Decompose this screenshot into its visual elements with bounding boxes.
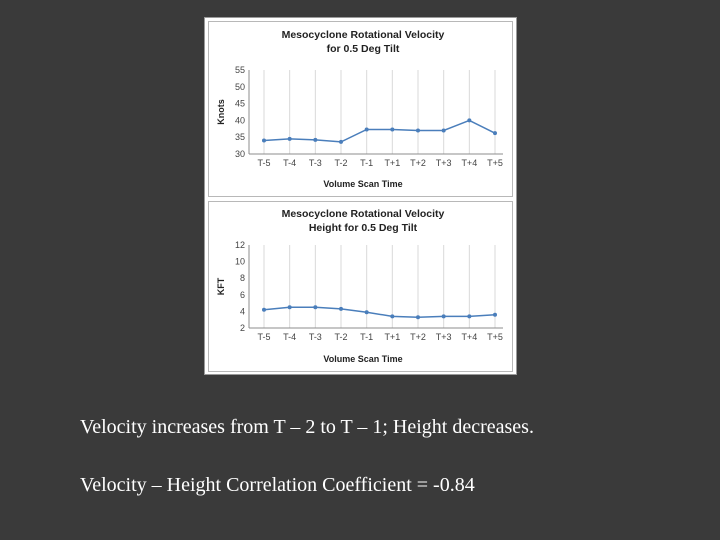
chart-1-x-tick-label: T+4 [461,332,477,342]
chart-1-data-point [467,314,472,319]
chart-1-data-point [262,307,266,312]
chart-0-y-tick-label: 35 [235,132,245,142]
chart-1-data-point [339,306,343,311]
chart-1-x-tick-label: T+1 [384,332,400,342]
velocity-chart-svg: Mesocyclone Rotational Velocity for 0.5 D… [216,29,503,189]
height-chart-svg: Mesocyclone Rotational Velocity Height fo… [216,208,503,364]
caption-correlation: Velocity – Height Correlation Coefficien… [80,474,475,496]
chart-0-x-tick-label: T+5 [487,158,503,168]
chart-0-data-point [287,136,292,141]
chart-0-x-tick-label: T-3 [309,158,322,168]
caption-velocity-height: Velocity increases from T – 2 to T – 1; … [80,416,534,438]
chart-0-x-tick-label: T+1 [384,158,400,168]
chart-0-x-tick-label: T+3 [436,158,452,168]
chart-1-title-line-2: Height for 0.5 Deg Tilt [309,222,418,234]
chart-1-y-tick-label: 6 [240,290,245,300]
chart-1-x-tick-label: T+3 [436,332,452,342]
chart-1-y-tick-label: 10 [235,257,245,267]
chart-1-x-tick-label: T-5 [257,332,270,342]
chart-0-title-line-2: for 0.5 Deg Tilt [327,43,400,55]
chart-0-x-tick-label: T-5 [257,158,270,168]
chart-1-data-point [416,315,420,320]
chart-1-x-tick-label: T+5 [487,332,503,342]
chart-0-x-tick-label: T+2 [410,158,426,168]
chart-1-x-tick-label: T-2 [334,332,347,342]
chart-0-y-tick-label: 30 [235,149,245,159]
chart-0-x-tick-label: T-2 [334,158,347,168]
chart-0-data-point [390,127,395,132]
chart-1-data-point [493,312,497,317]
chart-1-x-tick-label: T-1 [360,332,373,342]
height-chart: Mesocyclone Rotational Velocity Height fo… [208,201,513,372]
chart-0-data-point [416,128,420,133]
chart-0-title-line-1: Mesocyclone Rotational Velocity [282,29,445,41]
chart-0-data-point [313,137,318,142]
chart-1-y-tick-label: 2 [240,323,245,333]
chart-1-x-tick-label: T+2 [410,332,426,342]
chart-0-data-point [441,128,446,133]
chart-0-series-line [263,119,496,143]
chart-0-data-point [364,127,369,132]
chart-1-data-point [313,305,318,310]
chart-1-y-tick-label: 4 [240,306,245,316]
chart-1-data-point [287,305,292,310]
chart-0-data-point [467,118,472,123]
chart-0-data-point [339,139,343,144]
chart-0-x-tick-label: T-4 [283,158,296,168]
velocity-chart: Mesocyclone Rotational Velocity for 0.5 D… [208,21,513,197]
chart-1-data-point [441,314,446,319]
chart-1-x-axis-title: Volume Scan Time [323,354,402,364]
chart-1-title-line-1: Mesocyclone Rotational Velocity [282,208,445,220]
chart-0-y-axis-title: Knots [216,99,226,125]
chart-0-y-tick-label: 45 [235,99,245,109]
chart-1-x-tick-label: T-3 [309,332,322,342]
chart-0-data-point [493,131,497,136]
chart-0-y-tick-label: 40 [235,115,245,125]
chart-0-x-axis-title: Volume Scan Time [323,179,402,189]
chart-1-data-point [364,310,369,315]
chart-1-x-tick-label: T-4 [283,332,296,342]
chart-1-series-line [263,306,496,318]
chart-1-y-tick-label: 12 [235,240,245,250]
chart-figure: Mesocyclone Rotational Velocity for 0.5 D… [204,17,517,375]
chart-0-y-tick-label: 55 [235,65,245,75]
chart-0-data-point [262,138,266,143]
chart-1-y-tick-label: 8 [240,273,245,283]
chart-0-x-tick-label: T-1 [360,158,373,168]
chart-1-data-point [390,314,395,319]
chart-0-y-tick-label: 50 [235,82,245,92]
chart-0-x-tick-label: T+4 [461,158,477,168]
chart-1-y-axis-title: KFT [216,277,226,295]
